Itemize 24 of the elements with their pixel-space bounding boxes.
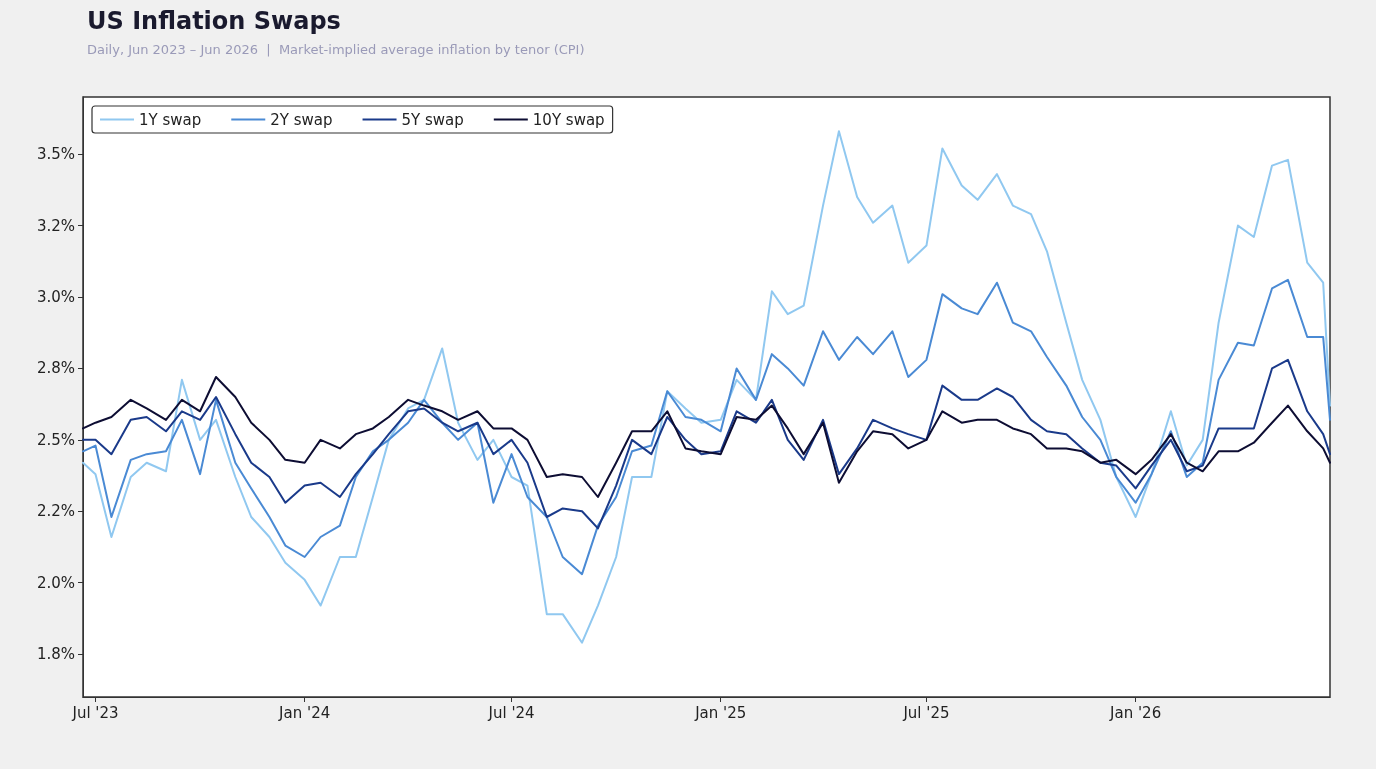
legend-label: 5Y swap [401,110,464,129]
y-tick-label: 3.0% [36,288,75,306]
line-series [82,376,1331,498]
x-tick-label: Jan '25 [694,703,747,722]
legend-label: 2Y swap [270,110,333,129]
chart-title: US Inflation Swaps [87,7,341,35]
chart-subtitle: Daily, Jun 2023 – Jun 2026 | Market-implied average inflation by tenor (CPI) [87,42,585,57]
legend-label: 1Y swap [139,110,202,129]
y-tick-label: 2.5% [36,430,75,449]
legend-label: 10Y swap [532,110,605,129]
y-tick-label: 3.2% [36,216,75,235]
y-tick-label: 2.2% [36,502,75,521]
x-tick-label: Jan '26 [1109,703,1162,722]
line-series [82,278,1331,576]
x-tick-label: Jul '23 [71,703,119,722]
x-tick-label: Jul '24 [487,703,535,722]
y-tick-label: 3.5% [36,145,75,164]
x-tick-label: Jan '24 [278,703,331,722]
x-tick-label: Jul '25 [902,703,950,722]
line-series [82,358,1331,530]
line-series [82,130,1331,644]
y-tick-label: 2.0% [36,573,75,592]
y-tick-label: 1.8% [36,645,75,664]
y-tick-label: 2.8% [36,359,75,378]
